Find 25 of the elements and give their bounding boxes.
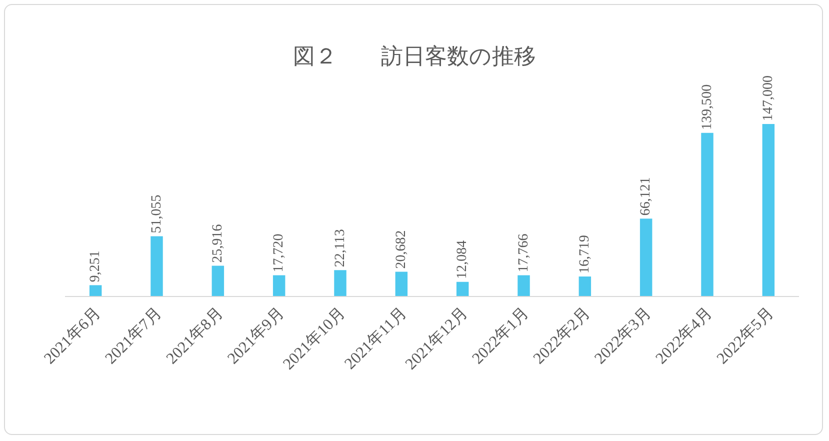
data-label: 12,084 xyxy=(455,240,470,279)
data-label: 51,055 xyxy=(149,194,164,234)
bar xyxy=(395,272,408,296)
data-label: 9,251 xyxy=(88,250,104,282)
bar xyxy=(212,266,224,296)
chart-title: 図２ 訪日客数の推移 xyxy=(293,44,536,68)
data-label: 139,500 xyxy=(700,84,715,130)
data-label: 20,682 xyxy=(394,230,409,269)
bar xyxy=(701,132,714,296)
data-label: 147,000 xyxy=(760,76,776,122)
bar xyxy=(272,275,286,296)
data-label: 25,916 xyxy=(210,224,226,263)
data-label: 66,121 xyxy=(638,177,654,216)
bar xyxy=(334,270,346,296)
data-label: 16,719 xyxy=(577,234,592,274)
bar xyxy=(518,275,530,296)
data-label: 17,720 xyxy=(272,234,287,272)
bar xyxy=(762,124,775,296)
bar xyxy=(578,276,592,296)
bar xyxy=(640,218,652,296)
data-label: 22,113 xyxy=(332,229,348,268)
data-label: 17,766 xyxy=(516,234,532,272)
bar xyxy=(456,282,469,296)
bar xyxy=(89,285,102,296)
bar xyxy=(150,236,163,296)
